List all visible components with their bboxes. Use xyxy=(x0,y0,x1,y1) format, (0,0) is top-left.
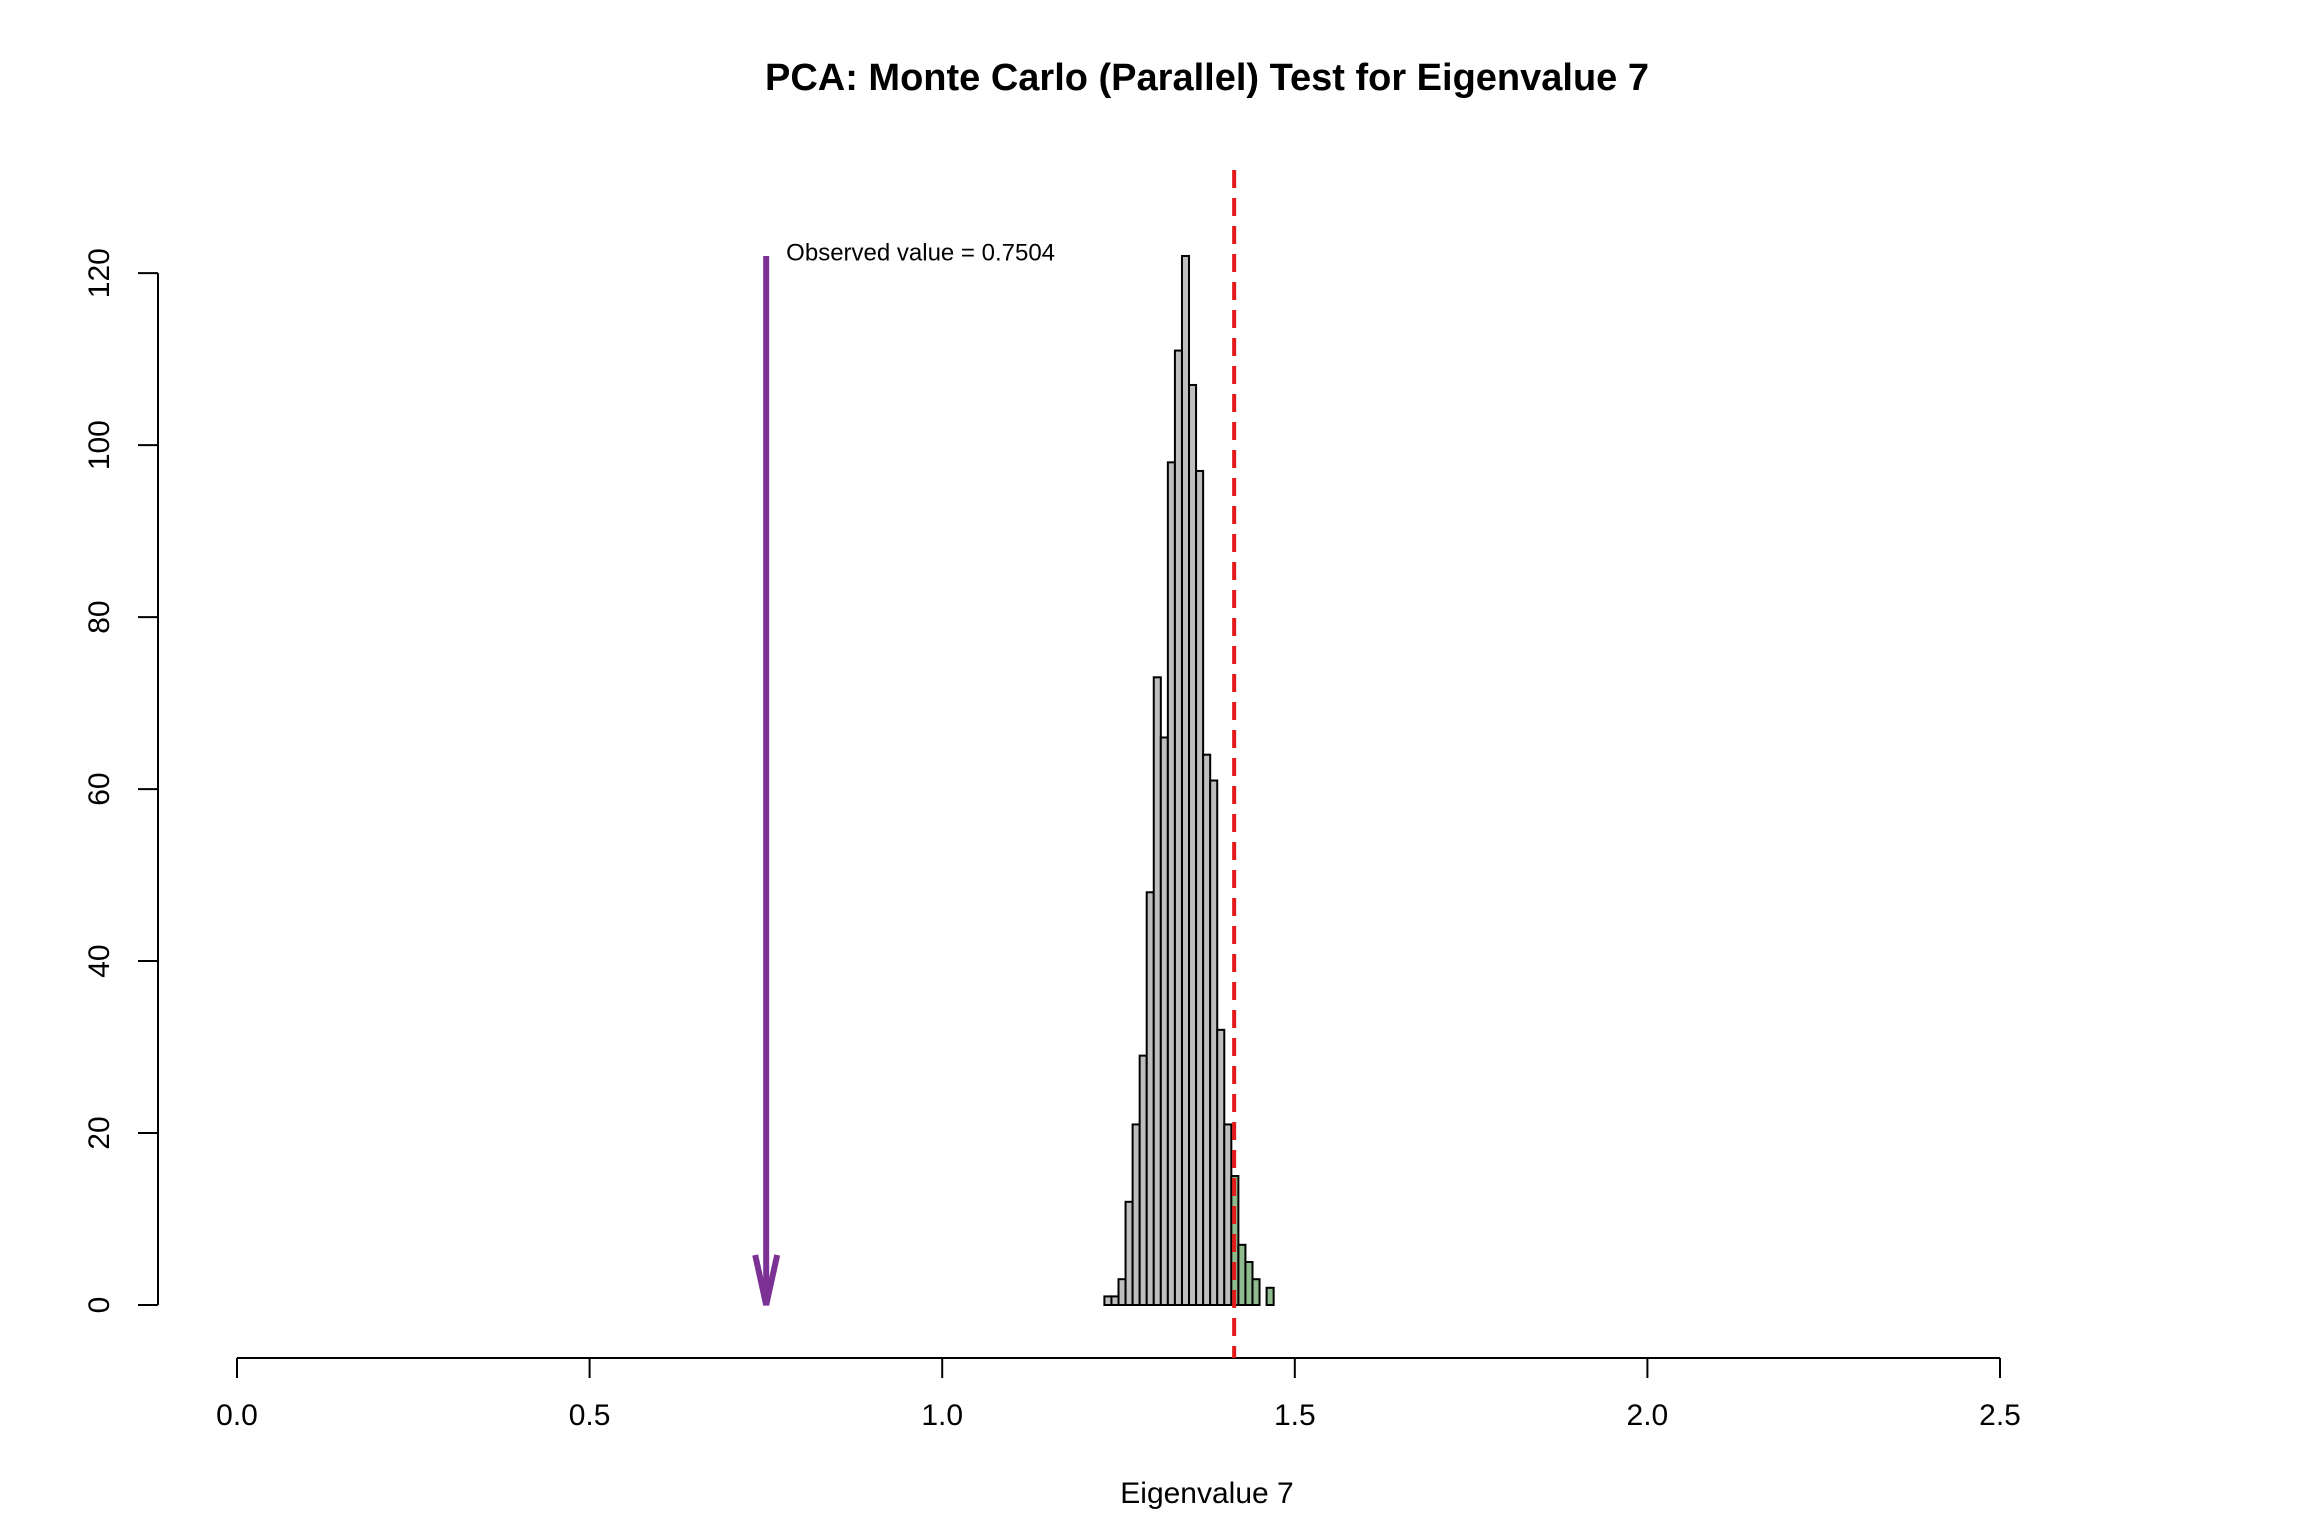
histogram-bar xyxy=(1173,349,1183,1306)
histogram-bar xyxy=(1251,1278,1261,1307)
histogram-bar xyxy=(1223,1123,1233,1306)
x-tick-label: 0.5 xyxy=(569,1399,611,1432)
histogram-bar xyxy=(1265,1286,1275,1306)
x-tick-label: 2.5 xyxy=(1979,1399,2021,1432)
histogram-bar xyxy=(1159,736,1169,1306)
histogram-bar xyxy=(1202,753,1212,1306)
x-tick-label: 1.5 xyxy=(1274,1399,1316,1432)
histogram-bar xyxy=(1110,1295,1120,1306)
observed-annotation: Observed value = 0.7504 xyxy=(786,239,1055,266)
y-tick-label: 80 xyxy=(83,600,116,633)
x-tick-label: 2.0 xyxy=(1627,1399,1669,1432)
observed-arrowhead xyxy=(752,1254,781,1306)
histogram-bar xyxy=(1166,461,1176,1306)
histogram-bar xyxy=(1117,1278,1127,1307)
y-tick-label: 100 xyxy=(83,420,116,470)
histogram-bar xyxy=(1138,1054,1148,1306)
histogram-bar xyxy=(1180,254,1191,1306)
y-tick-label: 60 xyxy=(83,772,116,805)
histogram-bar xyxy=(1103,1295,1113,1306)
histogram-bar xyxy=(1131,1123,1141,1306)
y-tick-label: 40 xyxy=(83,944,116,977)
chart-title: PCA: Monte Carlo (Parallel) Test for Eig… xyxy=(765,57,1649,99)
x-axis-label: Eigenvalue 7 xyxy=(1120,1477,1293,1510)
y-tick-label: 20 xyxy=(83,1116,116,1149)
x-tick-label: 1.0 xyxy=(921,1399,963,1432)
histogram-bar xyxy=(1188,383,1198,1307)
histogram-bar xyxy=(1124,1200,1134,1307)
histogram-bar xyxy=(1237,1243,1247,1306)
x-tick-label: 0.0 xyxy=(216,1399,258,1432)
y-tick-label: 0 xyxy=(83,1297,116,1314)
y-tick-label: 120 xyxy=(83,248,116,298)
histogram-bar xyxy=(1244,1261,1254,1306)
histogram-bar xyxy=(1209,779,1219,1306)
histogram-bar xyxy=(1216,1028,1226,1307)
histogram-bar xyxy=(1195,469,1205,1306)
histogram-bar xyxy=(1152,676,1162,1306)
histogram-bar xyxy=(1145,891,1155,1306)
